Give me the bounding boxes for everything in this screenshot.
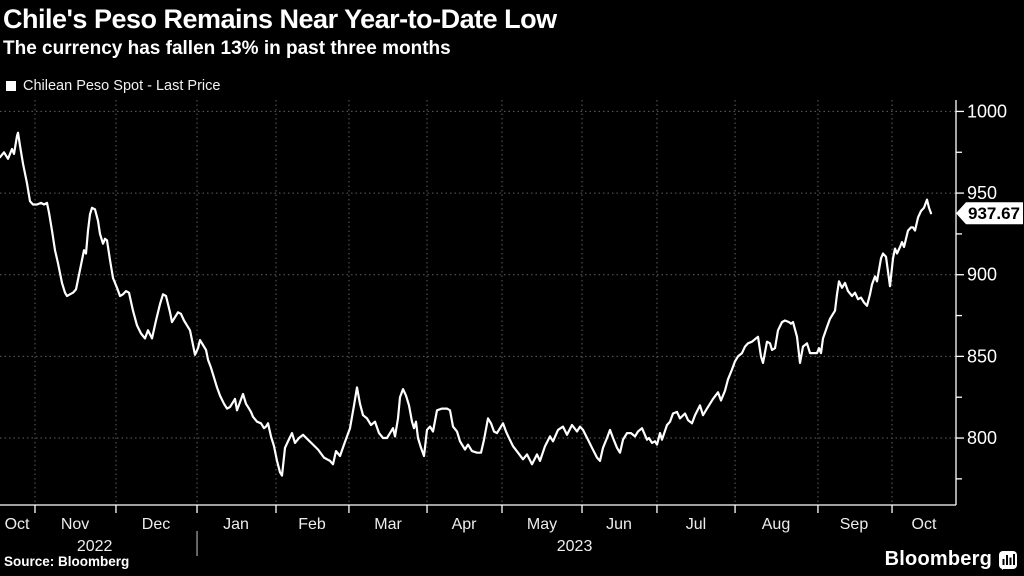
x-axis-label-7-May: May [527, 516, 557, 533]
year-label-2023: 2023 [557, 538, 593, 555]
chart-title: Chile's Peso Remains Near Year-to-Date L… [3, 4, 557, 34]
legend-square-marker-icon [6, 81, 16, 91]
y-axis-label-1000: 1000 [967, 101, 1007, 121]
x-axis-label-5-Mar: Mar [374, 516, 402, 533]
x-axis-label-9-Jul: Jul [686, 516, 706, 533]
y-axis-label-900: 900 [967, 265, 997, 285]
bloomberg-logo: Bloomberg [885, 548, 1018, 571]
x-axis-label-12-Oct: Oct [912, 516, 937, 533]
year-label-2022: 2022 [77, 538, 113, 555]
x-axis-label-2-Dec: Dec [142, 516, 170, 533]
x-axis-label-10-Aug: Aug [762, 516, 790, 533]
x-axis-label-0-Oct: Oct [5, 516, 30, 533]
chart-subtitle: The currency has fallen 13% in past thre… [3, 38, 451, 59]
x-axis-label-3-Jan: Jan [223, 516, 249, 533]
x-axis-label-1-Nov: Nov [61, 516, 89, 533]
bloomberg-terminal-icon [999, 550, 1017, 570]
x-axis-label-4-Feb: Feb [298, 516, 326, 533]
legend-label: Chilean Peso Spot - Last Price [23, 78, 221, 94]
last-price-flag [956, 202, 1023, 225]
bloomberg-wordmark: Bloomberg [884, 548, 992, 570]
legend: Chilean Peso Spot - Last Price [6, 78, 220, 94]
x-axis-label-8-Jun: Jun [606, 516, 632, 533]
price-line-series [0, 131, 933, 477]
x-axis-label-11-Sep: Sep [840, 516, 869, 533]
x-axis-label-6-Apr: Apr [452, 516, 478, 533]
y-axis-label-850: 850 [967, 346, 997, 366]
y-axis-label-950: 950 [967, 183, 997, 203]
y-axis-label-800: 800 [967, 428, 997, 448]
last-price-label: 937.67 [968, 204, 1020, 223]
source-note: Source: Bloomberg [4, 554, 130, 569]
